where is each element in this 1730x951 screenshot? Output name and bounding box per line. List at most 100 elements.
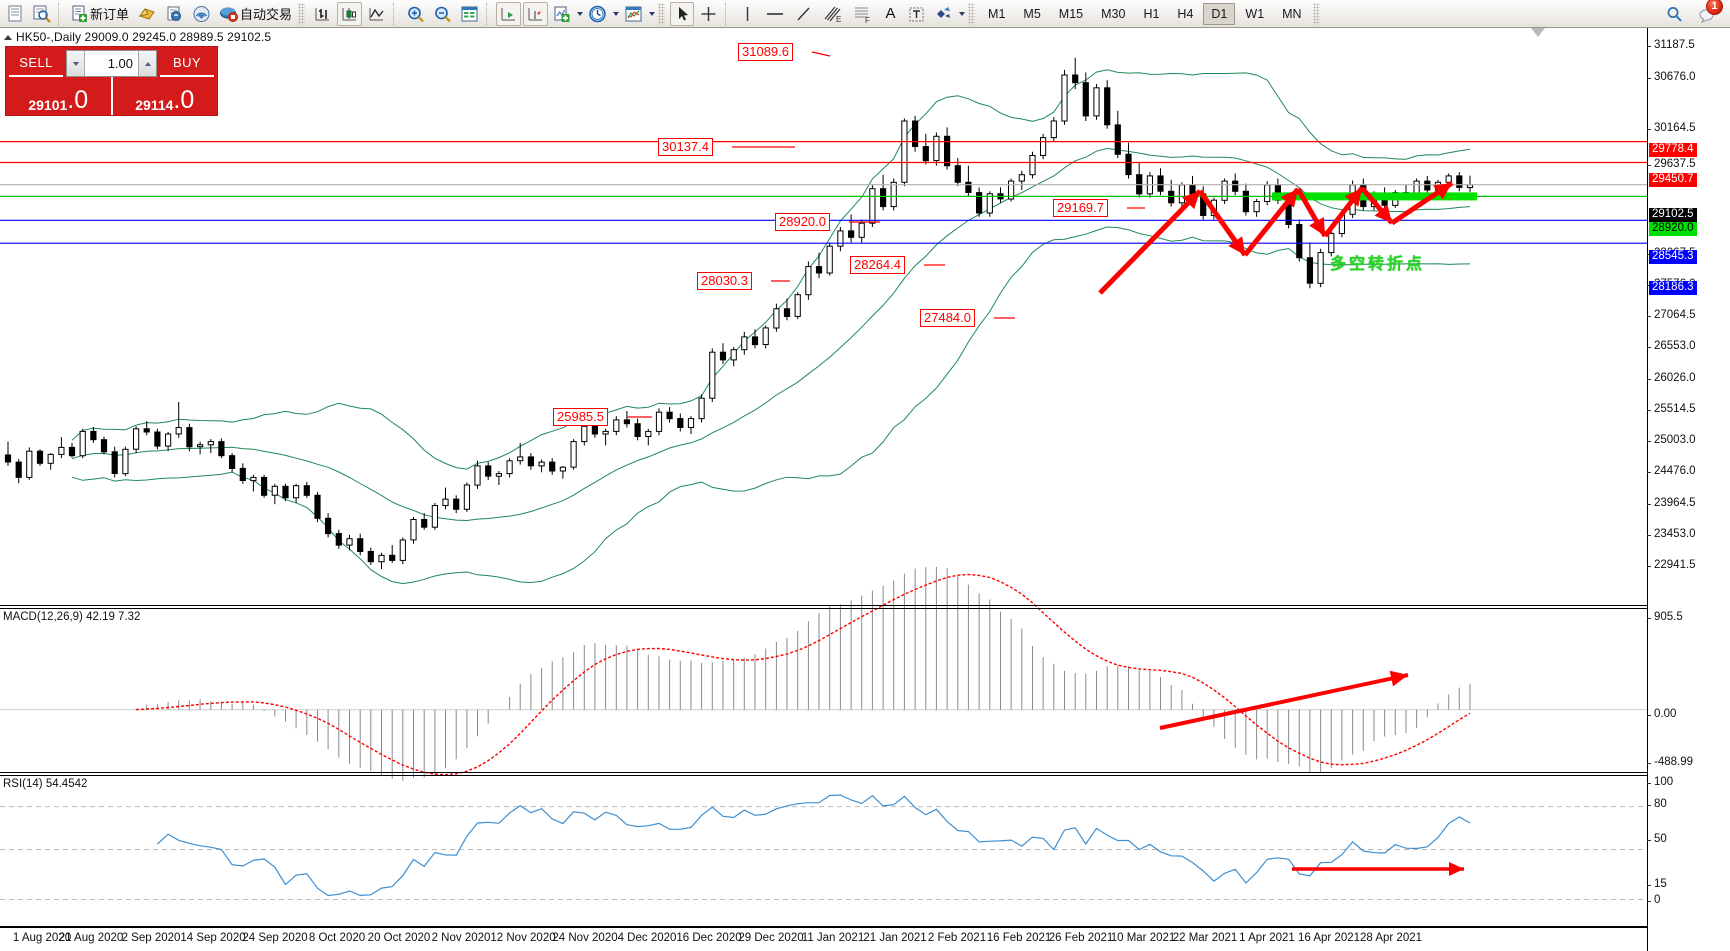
terminal-icon[interactable] <box>3 2 27 26</box>
signals-icon[interactable] <box>189 2 214 26</box>
volume-increment-icon[interactable] <box>138 51 156 76</box>
text-label-icon[interactable] <box>904 2 929 26</box>
arrow-head[interactable] <box>1344 188 1362 207</box>
periods-chevron-down-icon[interactable] <box>611 12 620 16</box>
timeframe-d1[interactable]: D1 <box>1203 2 1236 25</box>
arrow-head[interactable] <box>1433 183 1452 200</box>
rsi-pane-top-border-2 <box>0 775 1647 776</box>
one-click-trading-panel[interactable]: SELL 1.00 BUY 29101.0 29114.0 <box>5 46 218 116</box>
resistance-label-lower[interactable]: 29450.7 <box>1649 173 1697 187</box>
buy-button[interactable]: BUY <box>160 50 214 77</box>
time-scale[interactable]: 1 Aug 2020 21 Aug 2020 2 Sep 2020 14 Sep 20… <box>0 927 1730 951</box>
timeframe-m15[interactable]: M15 <box>1058 6 1084 21</box>
volume-stepper[interactable]: 1.00 <box>66 50 157 77</box>
zoom-in-icon[interactable] <box>403 2 428 26</box>
indicators-chevron-down-icon[interactable] <box>575 12 584 16</box>
vertical-line-icon[interactable] <box>735 2 759 26</box>
chart-area[interactable]: HK50-,Daily 29009.0 29245.0 28989.5 2910… <box>0 28 1730 951</box>
annotation-27484[interactable]: 27484.0 <box>920 309 975 327</box>
annotation-28030[interactable]: 28030.3 <box>697 272 752 290</box>
arrow-shaft[interactable] <box>1098 189 1202 295</box>
equidistant-channel-icon[interactable]: E <box>818 2 846 26</box>
price-scale[interactable]: 31187.530676.030164.529637.528067.527576… <box>1647 28 1730 951</box>
arrow-head[interactable] <box>1228 236 1245 255</box>
timeframe-m1[interactable]: M1 <box>988 6 1006 21</box>
annotation-29169[interactable]: 29169.7 <box>1053 199 1108 217</box>
trendline-icon[interactable] <box>791 2 816 26</box>
indicators-icon[interactable] <box>550 2 574 26</box>
new-order-button[interactable]: 新订单 <box>68 2 132 26</box>
volume-input[interactable]: 1.00 <box>107 56 133 71</box>
annotation-28264[interactable]: 28264.4 <box>850 256 905 274</box>
strategy-tester-icon[interactable] <box>162 2 187 26</box>
autotrading-button[interactable]: 自动交易 <box>216 2 295 26</box>
cursor-icon[interactable] <box>670 1 695 26</box>
timeframe-w1[interactable]: W1 <box>1245 6 1265 21</box>
sell-price[interactable]: 29101.0 <box>6 77 113 115</box>
shapes-icon[interactable] <box>931 2 956 26</box>
periods-icon[interactable] <box>585 2 610 26</box>
line-chart-icon[interactable] <box>364 2 389 26</box>
search-icon[interactable] <box>1662 2 1687 26</box>
toolbar-grip-2[interactable] <box>658 2 666 25</box>
time-tick: 24 Sep 2020 <box>242 932 308 944</box>
green-highlight-band[interactable] <box>1272 192 1477 201</box>
arrow-head[interactable] <box>1280 189 1298 208</box>
resistance-label-upper[interactable]: 29778.4 <box>1649 143 1697 157</box>
toolbar-grip-4[interactable] <box>1312 2 1320 25</box>
fibonacci-icon[interactable]: F <box>848 2 876 26</box>
auto-scroll-icon[interactable] <box>523 1 549 26</box>
chart-shift-icon[interactable] <box>496 1 522 26</box>
timeframe-h1[interactable]: H1 <box>1143 6 1160 21</box>
notification-count-badge: 1 <box>1706 0 1723 15</box>
macd-trend-arrow-head[interactable] <box>1389 670 1408 687</box>
timeframe-m30[interactable]: M30 <box>1101 6 1126 21</box>
volume-decrement-icon[interactable] <box>67 51 85 76</box>
support-blue-lower-label[interactable]: 28186.3 <box>1649 281 1697 295</box>
notifications-icon[interactable]: 1 <box>1694 0 1723 26</box>
crosshair-icon[interactable] <box>696 2 721 26</box>
annotation-30137[interactable]: 30137.4 <box>658 138 713 156</box>
annotation-28920[interactable]: 28920.0 <box>775 213 830 231</box>
toolbar-grip[interactable] <box>298 2 306 25</box>
horizontal-line-icon[interactable] <box>761 2 789 26</box>
toolbar-grip-3[interactable] <box>968 2 976 25</box>
zoom-out-icon[interactable] <box>430 2 455 26</box>
bar-chart-icon[interactable] <box>310 2 335 26</box>
text-icon[interactable]: A <box>878 2 902 26</box>
candle-body <box>794 294 801 317</box>
candle-body <box>1125 153 1132 176</box>
candle-body <box>1082 82 1089 117</box>
rsi-trend-arrow-head[interactable] <box>1449 862 1464 876</box>
annotation-25985[interactable]: 25985.5 <box>553 408 608 426</box>
market-watch-icon[interactable] <box>29 2 54 26</box>
timeframe-m5[interactable]: M5 <box>1023 6 1041 21</box>
chart-shift-marker-icon[interactable] <box>1531 28 1545 37</box>
annotation-31089[interactable]: 31089.6 <box>738 43 793 61</box>
candle-body <box>1104 87 1111 126</box>
shapes-chevron-down-icon[interactable] <box>957 12 966 16</box>
candle-body <box>581 425 588 443</box>
templates-chevron-down-icon[interactable] <box>647 12 656 16</box>
templates-icon[interactable] <box>621 2 646 26</box>
time-tick: 11 Jan 2021 <box>801 932 865 944</box>
expert-advisors-icon[interactable] <box>134 2 160 26</box>
arrow-head[interactable] <box>1309 217 1325 236</box>
candlestick-chart-icon[interactable] <box>337 1 363 26</box>
candle-body <box>186 427 193 448</box>
collapse-triangle-icon[interactable] <box>4 35 12 40</box>
timeframe-h4[interactable]: H4 <box>1177 6 1194 21</box>
time-tick: 2 Nov 2020 <box>431 932 491 944</box>
support-blue-upper-label[interactable]: 28545.3 <box>1649 250 1697 264</box>
leader-line-0 <box>811 51 831 57</box>
arrow-head[interactable] <box>1182 191 1200 210</box>
support-green-label[interactable]: 28920.0 <box>1649 222 1697 236</box>
time-tick: 24 Nov 2020 <box>552 932 618 944</box>
buy-price[interactable]: 29114.0 <box>113 77 218 115</box>
tile-windows-icon[interactable] <box>457 2 482 26</box>
sell-button[interactable]: SELL <box>9 50 63 77</box>
arrow-head[interactable] <box>1374 204 1393 223</box>
current-price-label[interactable]: 29102.5 <box>1649 208 1697 222</box>
macd-trend-arrow-shaft[interactable] <box>1159 673 1409 730</box>
timeframe-mn[interactable]: MN <box>1282 6 1302 21</box>
